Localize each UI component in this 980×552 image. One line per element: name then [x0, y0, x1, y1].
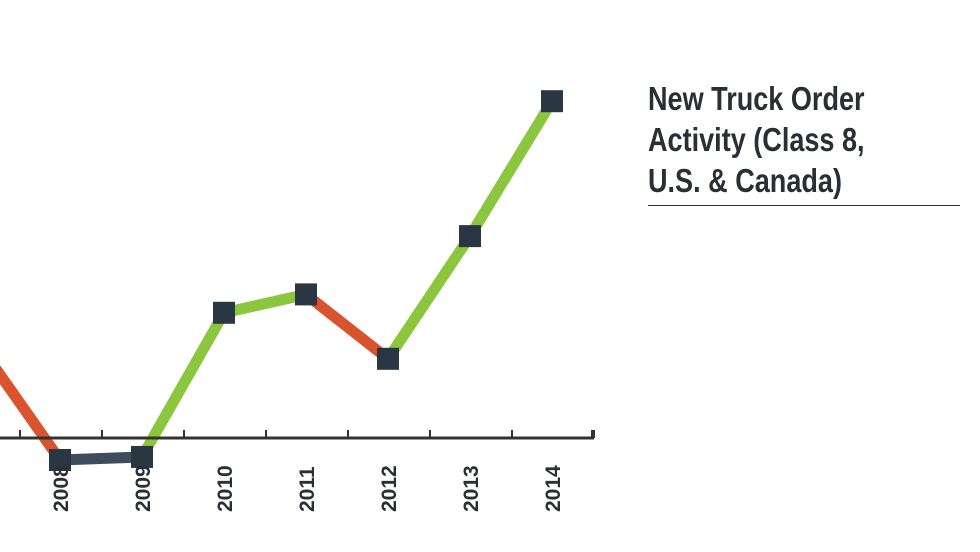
data-point-2010 [213, 301, 235, 324]
data-point-2009 [131, 445, 153, 468]
x-axis-ticks [19, 430, 595, 438]
chart-title: New Truck Order Activity (Class 8, U.S. … [648, 78, 960, 206]
series-segment-2013-2014 [464, 95, 558, 242]
chart-title-line-3: U.S. & Canada) [648, 162, 842, 199]
series-segment-2012-2013 [382, 230, 476, 365]
series-segment-2009-2010 [136, 307, 230, 463]
x-tick-label-2011: 2011 [296, 466, 319, 512]
data-point-2013 [459, 225, 481, 248]
x-tick-label-2010: 2010 [214, 465, 237, 512]
data-point-2008 [49, 449, 71, 471]
x-tick-label-2008: 2008 [50, 465, 73, 512]
data-point-2012 [377, 347, 399, 370]
x-tick-label-2012: 2012 [378, 465, 401, 512]
series-segment-2008-2009 [54, 451, 148, 466]
series-segments [0, 95, 558, 466]
data-point-2011 [295, 283, 317, 306]
x-tick-label-2014: 2014 [542, 465, 565, 512]
chart-title-line-1: New Truck Order [648, 80, 865, 117]
series-markers [49, 90, 563, 471]
series-segment-2007-2008 [0, 365, 66, 466]
chart-title-line-2: Activity (Class 8, [648, 121, 865, 158]
series-segment-2011-2012 [300, 288, 394, 365]
x-tick-label-2009: 2009 [132, 465, 155, 512]
x-axis-tick-labels: 20072008200920102011201220132014 [50, 465, 565, 512]
x-tick-label-2013: 2013 [460, 465, 483, 512]
data-point-2014 [541, 90, 563, 113]
series-segment-2010-2011 [218, 288, 312, 319]
